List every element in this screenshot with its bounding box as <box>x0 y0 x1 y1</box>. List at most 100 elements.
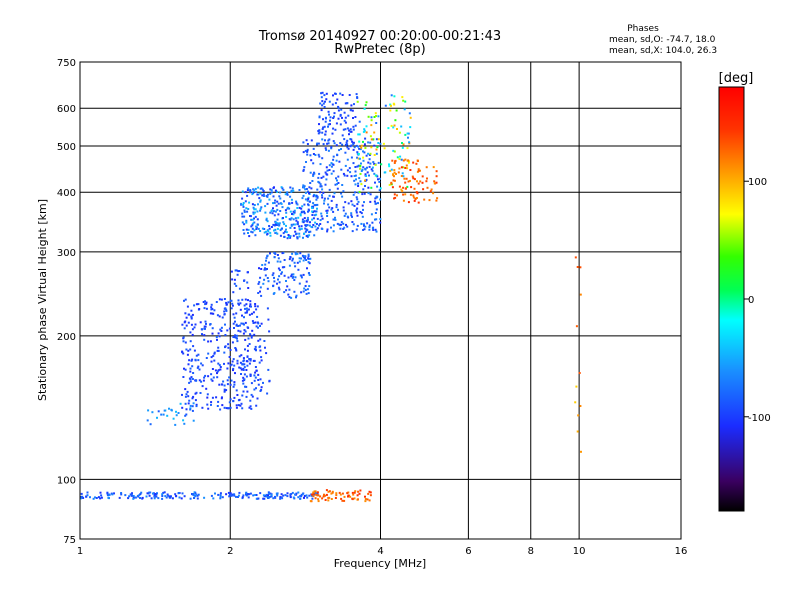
scatter-point <box>321 196 324 199</box>
scatter-point <box>274 189 277 192</box>
scatter-point <box>213 352 216 355</box>
scatter-point <box>308 209 310 212</box>
scatter-point <box>344 201 347 204</box>
scatter-point <box>298 232 301 235</box>
scatter-point <box>332 140 335 143</box>
scatter-point <box>298 257 301 260</box>
scatter-point <box>334 92 336 95</box>
scatter-point <box>233 282 236 285</box>
scatter-point <box>282 494 285 497</box>
scatter-point <box>237 270 240 273</box>
scatter-point <box>244 321 247 324</box>
scatter-point <box>246 364 249 367</box>
scatter-point <box>215 336 218 339</box>
scatter-point <box>283 200 285 203</box>
scatter-point <box>322 118 324 121</box>
colorbar-label: [deg] <box>719 71 754 86</box>
scatter-point <box>344 212 347 215</box>
scatter-point <box>272 195 275 198</box>
scatter-point <box>234 334 237 337</box>
scatter-point <box>219 368 222 371</box>
scatter-point <box>254 321 257 324</box>
scatter-point <box>436 197 439 200</box>
scatter-point <box>293 290 296 293</box>
scatter-point <box>278 275 281 278</box>
scatter-point <box>412 196 415 199</box>
scatter-point <box>175 410 177 413</box>
scatter-point <box>358 133 361 136</box>
scatter-point <box>247 187 250 190</box>
scatter-point <box>311 493 314 496</box>
scatter-point <box>352 128 355 131</box>
scatter-point <box>289 186 292 189</box>
scatter-point <box>190 309 193 312</box>
scatter-point <box>407 201 410 204</box>
scatter-point <box>393 95 396 98</box>
scatter-point <box>368 226 371 228</box>
scatter-point <box>193 497 196 499</box>
scatter-point <box>198 368 201 371</box>
scatter-point <box>239 361 242 364</box>
scatter-point <box>266 287 269 290</box>
scatter-point <box>262 282 265 285</box>
scatter-point <box>198 379 201 382</box>
scatter-point <box>354 116 357 118</box>
scatter-point <box>190 316 193 319</box>
scatter-point <box>250 218 253 221</box>
scatter-point <box>248 358 251 360</box>
scatter-point <box>267 318 270 321</box>
scatter-point <box>352 117 354 119</box>
scatter-point <box>266 220 269 223</box>
scatter-point <box>321 157 324 160</box>
scatter-point <box>353 146 356 149</box>
scatter-point <box>351 491 354 494</box>
scatter-point <box>192 372 195 374</box>
scatter-point <box>321 194 323 197</box>
scatter-point <box>367 192 370 195</box>
scatter-point <box>203 496 206 499</box>
scatter-point <box>389 109 392 112</box>
scatter-point <box>344 116 347 119</box>
scatter-point <box>252 311 255 314</box>
scatter-point <box>339 113 342 116</box>
scatter-point <box>175 414 178 417</box>
scatter-point <box>320 176 323 179</box>
scatter-point <box>243 329 246 332</box>
scatter-point <box>426 186 429 189</box>
scatter-point <box>365 154 368 157</box>
scatter-point <box>247 299 249 302</box>
scatter-point <box>241 190 244 193</box>
scatter-point <box>231 341 234 344</box>
scatter-point <box>357 182 360 185</box>
scatter-point <box>375 152 378 155</box>
scatter-point <box>298 235 301 238</box>
scatter-point <box>413 199 416 202</box>
scatter-point <box>368 490 371 493</box>
scatter-point <box>358 120 361 123</box>
scatter-point <box>191 358 194 361</box>
scatter-point <box>184 402 187 405</box>
scatter-point <box>183 367 185 370</box>
scatter-point <box>405 177 408 180</box>
scatter-point <box>80 497 82 500</box>
scatter-point <box>269 188 272 191</box>
scatter-point <box>330 146 333 149</box>
scatter-point <box>307 257 310 260</box>
scatter-point <box>318 116 321 119</box>
scatter-point <box>328 138 331 141</box>
scatter-point <box>300 227 303 230</box>
scatter-point <box>228 401 231 404</box>
scatter-point <box>341 134 344 137</box>
scatter-point <box>264 268 267 271</box>
scatter-point <box>312 162 315 165</box>
scatter-point <box>148 494 151 497</box>
scatter-point <box>355 144 358 147</box>
scatter-point <box>170 408 173 411</box>
scatter-point <box>192 419 195 422</box>
scatter-point <box>368 499 371 502</box>
scatter-point <box>195 303 198 306</box>
scatter-point <box>328 164 331 167</box>
scatter-point <box>184 320 187 323</box>
scatter-point <box>191 405 194 408</box>
scatter-point <box>325 92 328 95</box>
